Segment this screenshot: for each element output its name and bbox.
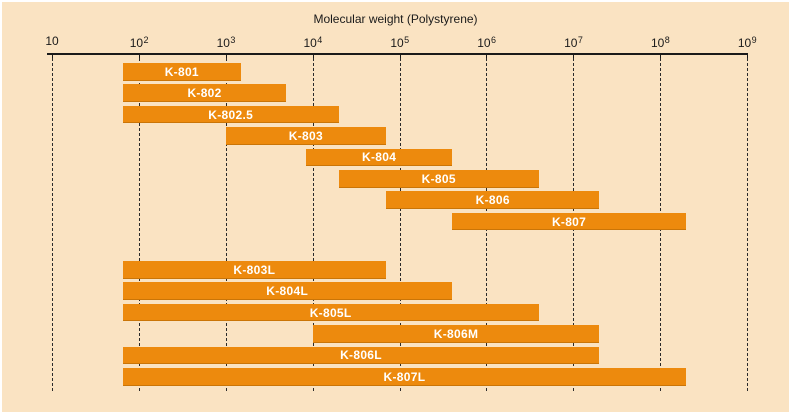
bar-label: K-801 (164, 64, 199, 79)
x-axis-line (47, 53, 748, 55)
axis-tick-label-10e7: 107 (564, 35, 583, 50)
bar-k-806: K-806 (386, 191, 600, 209)
axis-tick-mark (225, 53, 227, 60)
bar-label: K-803L (233, 262, 276, 277)
bar-k-807: K-807 (451, 212, 687, 231)
bar-label: K-804 (362, 150, 397, 165)
bar-k-804: K-804 (306, 148, 452, 167)
bar-label: K-802.5 (208, 107, 254, 122)
gridline-10e5 (399, 58, 401, 391)
bar-label: K-804L (266, 284, 309, 299)
axis-tick-label-10e5: 105 (390, 35, 410, 50)
bar-k-803l: K-803L (122, 261, 387, 279)
bar-label: K-807 (551, 214, 587, 229)
bar-label: K-806L (340, 348, 382, 363)
bar-k-805l: K-805L (122, 303, 539, 322)
axis-tick-mark (747, 53, 748, 60)
bar-k-802: K-802 (122, 84, 287, 102)
bar-k-804l: K-804L (122, 282, 452, 300)
bar-label: K-807L (383, 369, 426, 384)
bar-k-807l: K-807L (122, 368, 687, 386)
axis-tick-label-10e3: 103 (216, 35, 236, 50)
axis-tick-label-10e1: 10 (45, 34, 59, 48)
axis-tick-mark (52, 53, 53, 60)
bar-label: K-806 (475, 193, 510, 208)
bar-label: K-805L (309, 305, 352, 320)
gridline-10e1 (52, 58, 53, 391)
bar-label: K-805 (421, 171, 456, 186)
chart-title: Molecular weight (Polystyrene) (313, 12, 478, 26)
gridline-10e2 (138, 58, 140, 391)
bar-k-801: K-801 (122, 63, 242, 81)
axis-tick-label-10e4: 104 (303, 35, 323, 50)
bar-k-803: K-803 (225, 127, 387, 145)
bar-k-805: K-805 (338, 170, 539, 188)
axis-tick-label-10e8: 108 (650, 35, 670, 50)
gridline-10e9 (747, 58, 748, 391)
bar-k-802-5: K-802.5 (122, 105, 339, 124)
axis-tick-mark (312, 53, 314, 60)
axis-tick-mark (399, 53, 401, 60)
gridline-10e3 (225, 58, 227, 391)
bar-k-806l: K-806L (122, 346, 600, 365)
bar-k-806m: K-806M (312, 325, 600, 343)
axis-tick-label-10e9: 109 (737, 35, 757, 50)
bar-label: K-803 (288, 128, 323, 143)
gridline-10e4 (312, 58, 314, 391)
bar-label: K-806M (433, 326, 479, 341)
axis-tick-mark (486, 53, 488, 60)
axis-tick-mark (660, 53, 662, 60)
axis-tick-label-10e2: 102 (129, 35, 149, 50)
axis-tick-label-10e6: 106 (477, 35, 497, 50)
axis-tick-mark (138, 53, 140, 60)
axis-tick-mark (573, 53, 575, 60)
bar-label: K-802 (187, 86, 222, 101)
